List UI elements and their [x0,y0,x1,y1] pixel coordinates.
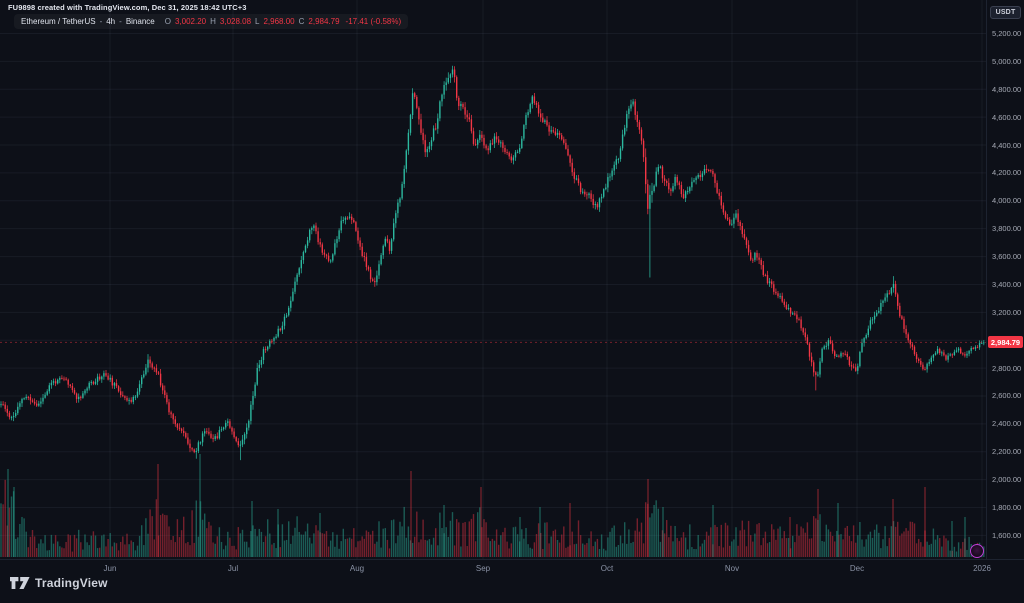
currency-button[interactable]: USDT [990,6,1021,19]
interval-label: 4h [106,17,116,26]
replay-emoji-marker[interactable] [970,544,984,558]
close-value: 2,984.79 [308,17,340,26]
last-price-badge: 2,984.79 [988,336,1023,349]
price-tick-label: 1,800.00 [992,503,1022,513]
time-tick-label: 2026 [973,564,991,573]
change-value: -17.41 (-0.58%) [345,17,402,26]
time-tick-label: Oct [600,564,614,573]
time-tick-label: Jun [103,564,117,573]
price-tick-label: 3,800.00 [992,224,1022,234]
time-tick-label: Nov [724,564,740,573]
price-tick-label: 2,800.00 [992,363,1022,373]
price-tick-label: 4,200.00 [992,168,1022,178]
price-tick-label: 3,400.00 [992,279,1022,289]
low-value: 2,968.00 [263,17,295,26]
price-tick-label: 5,000.00 [992,56,1022,66]
price-tick-label: 4,600.00 [992,112,1022,122]
legend-separator: - [99,17,103,26]
time-tick-label: Jul [227,564,239,573]
close-label: C [298,17,305,26]
price-tick-label: 4,800.00 [992,84,1022,94]
price-tick-label: 4,400.00 [992,140,1022,150]
high-label: H [210,17,216,26]
price-tick-label: 4,000.00 [992,196,1022,206]
open-label: O [164,17,171,26]
high-value: 3,028.08 [219,17,252,26]
symbol-legend: Ethereum / TetherUS - 4h - Binance O 3,00… [14,14,409,29]
legend-separator: - [119,17,122,26]
low-label: L [255,17,260,26]
price-tick-label: 2,000.00 [992,475,1022,485]
tradingview-logo[interactable]: TradingView [10,576,108,590]
attribution-text: FU9898 created with TradingView.com, Dec… [8,3,247,12]
time-tick-label: Dec [849,564,865,573]
open-value: 3,002.20 [174,17,207,26]
price-tick-label: 2,600.00 [992,391,1022,401]
price-tick-label: 5,200.00 [992,29,1022,38]
time-tick-label: Sep [475,564,491,573]
tradingview-logo-text: TradingView [35,576,108,590]
price-tick-label: 3,200.00 [992,307,1022,317]
price-axis[interactable]: USDT 2,984.79 5,200.00 5,000.00 4,800.00 4,… [986,0,1024,559]
price-tick-label: 2,200.00 [992,447,1022,457]
price-tick-label: 3,600.00 [992,252,1022,262]
symbol-title: Ethereum / TetherUS [21,17,96,26]
exchange-label: Binance [125,17,155,26]
price-tick-label: 1,600.00 [992,530,1022,540]
candlestick-chart[interactable] [0,0,986,559]
price-tick-label: 2,400.00 [992,419,1022,429]
tradingview-logo-icon [10,577,30,589]
time-axis[interactable]: Jun Jul Aug Sep Oct Nov Dec 2026 [0,559,1024,578]
time-tick-label: Aug [349,564,365,573]
